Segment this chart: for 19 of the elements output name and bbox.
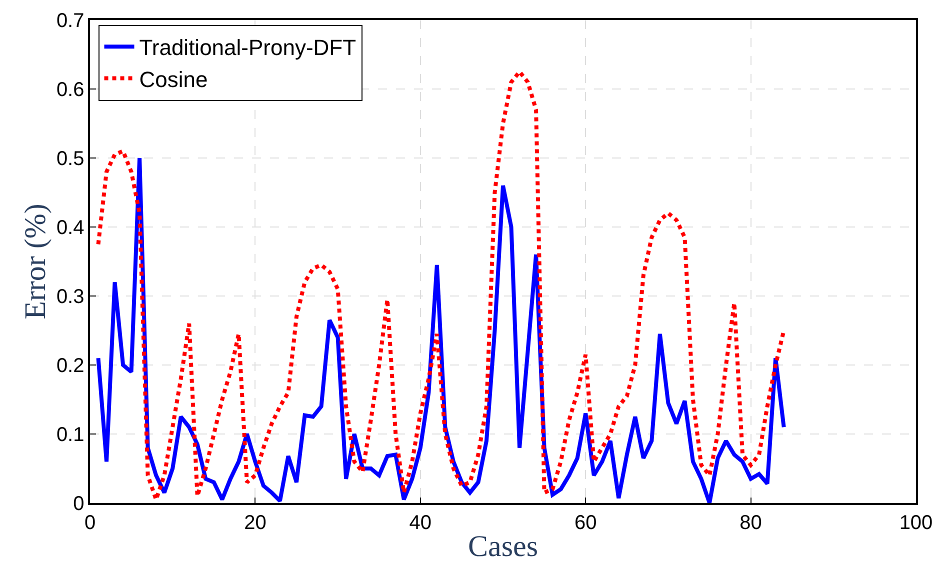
x-tick-label: 60 — [574, 512, 597, 534]
x-tick-label: 40 — [409, 512, 432, 534]
x-tick-label: 20 — [244, 512, 266, 534]
y-tick-label: 0.3 — [56, 286, 84, 308]
y-tick-label: 0 — [73, 493, 84, 515]
y-tick-label: 0.5 — [56, 148, 84, 170]
legend-label: Traditional-Prony-DFT — [139, 35, 356, 60]
line-series — [96, 156, 786, 503]
y-tick-label: 0.6 — [56, 79, 84, 101]
line-series — [96, 70, 786, 502]
y-tick-label: 0.7 — [56, 10, 84, 32]
y-tick-label: 0.2 — [56, 355, 84, 377]
legend-label: Cosine — [139, 66, 208, 92]
y-axis-title: Error (%) — [18, 204, 52, 320]
x-axis-title: Cases — [468, 530, 538, 563]
x-tick-label: 80 — [740, 512, 762, 534]
y-tick-label: 0.4 — [56, 217, 84, 239]
y-tick-label: 0.1 — [56, 424, 84, 446]
x-tick-label: 100 — [899, 512, 933, 534]
